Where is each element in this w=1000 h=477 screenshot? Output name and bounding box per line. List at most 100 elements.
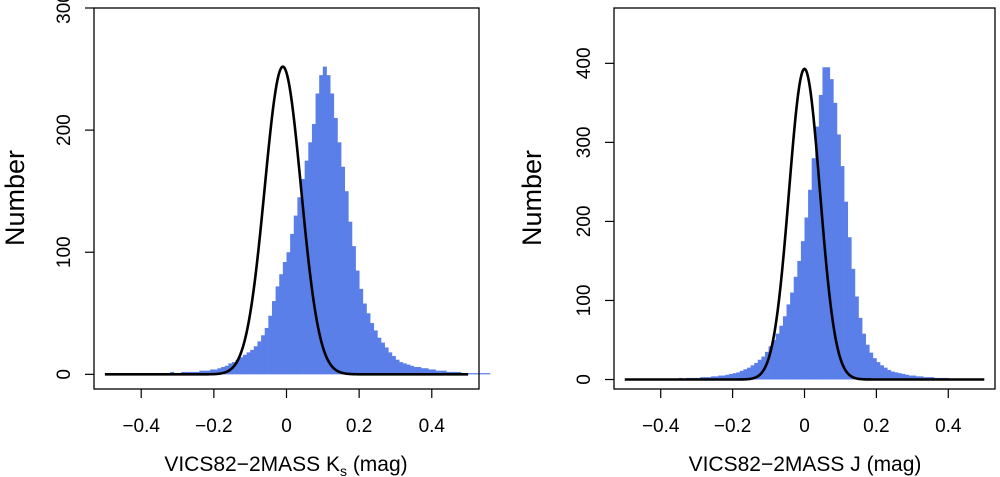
left-histogram-bar bbox=[213, 369, 218, 375]
right-histogram-bar bbox=[844, 201, 849, 380]
left-histogram-bar bbox=[232, 362, 237, 375]
left-histogram bbox=[130, 66, 491, 375]
right-histogram-bar bbox=[772, 339, 777, 380]
right-y-tick-label: 100 bbox=[574, 285, 595, 317]
right-histogram-bar bbox=[915, 376, 920, 380]
left-y-axis-title: Number bbox=[0, 150, 30, 246]
left-histogram-bar bbox=[482, 373, 487, 375]
right-histogram-bar bbox=[862, 333, 866, 380]
left-histogram-bar bbox=[264, 327, 269, 375]
right-histogram-bar bbox=[811, 158, 816, 380]
left-x-tick-label: −0.4 bbox=[122, 416, 160, 437]
left-histogram-bar bbox=[333, 117, 338, 375]
right-histogram-bar bbox=[836, 134, 841, 380]
left-histogram-bar bbox=[391, 356, 396, 375]
left-histogram-bar bbox=[322, 66, 327, 375]
left-histogram-bar bbox=[275, 286, 280, 375]
left-x-tick-label: 0 bbox=[281, 416, 292, 437]
left-histogram-bar bbox=[362, 303, 367, 375]
right-histogram-bar bbox=[890, 371, 895, 380]
right-histogram-bar bbox=[808, 189, 813, 380]
left-x-axis-title: VICS82−2MASS Ks (mag) bbox=[164, 453, 407, 477]
left-histogram-bar bbox=[286, 252, 291, 375]
left-histogram-bar bbox=[319, 75, 324, 375]
right-x-tick-label: −0.2 bbox=[714, 416, 752, 437]
right-histogram-bar bbox=[714, 376, 719, 380]
left-histogram-bar bbox=[377, 337, 382, 375]
right-histogram-bar bbox=[729, 373, 734, 380]
left-histogram-bar bbox=[268, 315, 273, 375]
left-histogram-bar bbox=[282, 262, 287, 375]
right-histogram-bar bbox=[854, 296, 859, 380]
right-histogram-bar bbox=[711, 376, 716, 380]
left-histogram-bar bbox=[315, 93, 320, 375]
right-histogram-bar bbox=[826, 67, 831, 380]
left-histogram-bar bbox=[253, 346, 258, 375]
right-histogram-bar bbox=[768, 346, 773, 380]
right-histogram bbox=[631, 67, 985, 380]
right-histogram-bar bbox=[894, 372, 899, 380]
left-panel: −0.4 −0.2 0 0.2 0.4 0 100 200 300 VICS82−2MASS … bbox=[0, 0, 491, 477]
right-histogram-bar bbox=[775, 333, 780, 380]
right-histogram-bar bbox=[743, 369, 748, 380]
left-histogram-bar bbox=[468, 373, 473, 375]
left-histogram-bar bbox=[202, 370, 207, 375]
left-histogram-bar bbox=[370, 323, 375, 375]
right-histogram-bar bbox=[919, 376, 924, 380]
right-histogram-bar bbox=[721, 375, 726, 380]
left-x-tick-label: 0.4 bbox=[419, 416, 446, 437]
right-y-tick-label: 400 bbox=[574, 47, 595, 79]
right-x-tick-label: −0.4 bbox=[642, 416, 680, 437]
left-histogram-bar bbox=[242, 354, 247, 375]
left-x-ticks: −0.4 −0.2 0 0.2 0.4 bbox=[122, 389, 445, 437]
right-histogram-bar bbox=[901, 373, 906, 380]
left-histogram-bar bbox=[413, 367, 418, 375]
left-histogram-bar bbox=[311, 124, 316, 375]
right-histogram-bar bbox=[800, 241, 805, 380]
right-histogram-bar bbox=[793, 276, 798, 380]
left-histogram-bar bbox=[475, 373, 480, 375]
right-histogram-bar bbox=[847, 237, 852, 380]
left-histogram-bar bbox=[366, 313, 371, 375]
left-histogram-bar bbox=[293, 215, 298, 375]
left-x-tick-label: 0.2 bbox=[346, 416, 372, 437]
right-histogram-bar bbox=[822, 67, 827, 380]
right-y-axis-title: Number bbox=[517, 150, 547, 246]
right-histogram-bar bbox=[897, 373, 902, 380]
right-histogram-bar bbox=[750, 365, 755, 380]
left-y-tick-label: 300 bbox=[54, 0, 75, 24]
left-histogram-bar bbox=[351, 246, 356, 375]
left-histogram-bar bbox=[206, 370, 211, 375]
right-histogram-bar bbox=[739, 370, 744, 380]
right-panel: −0.4 −0.2 0 0.2 0.4 0 100 200 300 400 VICS82−2MA… bbox=[517, 7, 996, 476]
right-y-tick-label: 300 bbox=[574, 127, 595, 159]
right-histogram-bar bbox=[736, 372, 741, 380]
left-histogram-bar bbox=[308, 142, 313, 375]
left-histogram-bar bbox=[250, 349, 255, 375]
left-histogram-bar bbox=[246, 352, 251, 375]
left-y-tick-label: 100 bbox=[54, 236, 75, 268]
right-gaussian-fit-line bbox=[624, 67, 985, 381]
right-histogram-bar bbox=[851, 268, 856, 380]
right-histogram-bar bbox=[829, 79, 834, 380]
right-y-ticks: 0 100 200 300 400 bbox=[574, 47, 614, 385]
right-histogram-bar bbox=[732, 373, 737, 380]
left-histogram-bar bbox=[431, 369, 436, 375]
right-histogram-bar bbox=[887, 370, 892, 380]
left-histogram-bar bbox=[417, 367, 422, 375]
left-histogram-bar bbox=[239, 357, 244, 375]
right-histogram-bar bbox=[786, 304, 791, 380]
left-histogram-bar bbox=[406, 364, 411, 375]
left-histogram-bar bbox=[301, 178, 306, 375]
right-histogram-bar bbox=[869, 352, 874, 380]
left-x-axis-title-subscript: s bbox=[340, 463, 347, 477]
left-histogram-bar bbox=[199, 370, 204, 375]
left-x-tick-label: −0.2 bbox=[195, 416, 233, 437]
left-histogram-bar bbox=[380, 342, 385, 375]
left-y-ticks: 0 100 200 300 bbox=[54, 0, 94, 380]
right-histogram-bar bbox=[815, 126, 820, 380]
right-x-tick-label: 0.4 bbox=[935, 416, 962, 437]
left-histogram-bar bbox=[348, 221, 353, 375]
left-histogram-bar bbox=[326, 75, 331, 375]
